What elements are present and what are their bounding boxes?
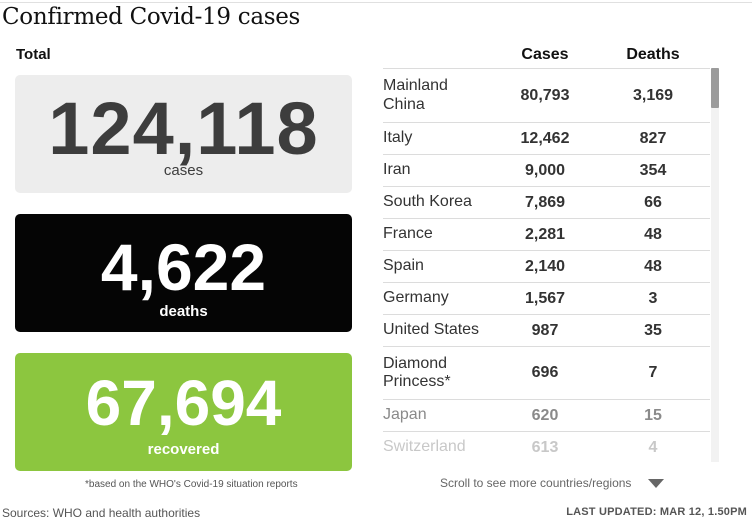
country-cases: 12,462: [520, 129, 570, 147]
country-name: Germany: [383, 289, 449, 307]
table-row: Mainland China 80,793 3,169: [383, 68, 710, 122]
table-scrollbar[interactable]: [711, 68, 719, 462]
country-cases: 1,567: [524, 289, 566, 307]
table-row: Iran 9,000 354: [383, 154, 710, 186]
country-name: Japan: [383, 406, 427, 424]
cases-total-card: 124,118 cases: [15, 75, 352, 193]
country-name: Mainland China: [383, 77, 448, 113]
table-row: Spain 2,140 48: [383, 250, 710, 282]
table-row: United States 987 35: [383, 314, 710, 346]
recovered-total-value: 67,694: [85, 367, 282, 439]
country-deaths: 7: [648, 364, 658, 381]
sources-note: Sources: WHO and health authorities: [2, 506, 201, 520]
last-updated: LAST UPDATED: MAR 12, 1.50PM: [566, 506, 747, 518]
recovered-total-caption: recovered: [147, 441, 220, 458]
country-cases: 9,000: [524, 161, 566, 179]
deaths-total-card: 4,622 deaths: [15, 214, 352, 332]
cases-total-value: 124,118: [48, 87, 319, 170]
country-cases: 7,869: [524, 193, 566, 211]
recovered-total-card: 67,694 recovered: [15, 353, 352, 471]
country-name: France: [383, 225, 433, 243]
country-name: Spain: [383, 257, 424, 275]
country-deaths: 66: [644, 193, 662, 211]
deaths-total-value: 4,622: [100, 230, 267, 304]
country-deaths: 35: [644, 321, 662, 339]
country-cases: 620: [531, 406, 559, 424]
page-title: Confirmed Covid-19 cases: [2, 4, 301, 30]
table-row: France 2,281 48: [383, 218, 710, 250]
deaths-column-header: Deaths: [626, 46, 680, 63]
table-row: Italy 12,462 827: [383, 122, 710, 154]
cases-total-caption: cases: [163, 162, 204, 179]
deaths-total-caption: deaths: [159, 303, 208, 320]
country-name: United States: [383, 321, 480, 339]
country-deaths: 354: [639, 161, 667, 179]
country-cases: 2,140: [524, 257, 566, 275]
country-cases: 80,793: [520, 86, 570, 104]
country-cases: 696: [531, 364, 559, 381]
scrollbar-thumb[interactable]: [711, 68, 719, 108]
country-deaths: 827: [639, 129, 667, 147]
country-deaths: 48: [644, 257, 662, 275]
country-name: South Korea: [383, 193, 472, 211]
table-row: Germany 1,567 3: [383, 282, 710, 314]
country-table[interactable]: Mainland China 80,793 3,169 Italy 12,462…: [383, 66, 721, 462]
country-name: Italy: [383, 129, 413, 147]
total-label: Total: [16, 46, 51, 63]
country-deaths: 3,169: [632, 86, 674, 104]
country-deaths: 4: [648, 438, 658, 456]
table-row: South Korea 7,869 66: [383, 186, 710, 218]
country-name: Switzerland: [383, 438, 466, 456]
country-cases: 2,281: [524, 225, 566, 243]
scroll-hint: Scroll to see more countries/regions: [440, 476, 632, 490]
chevron-down-icon[interactable]: [648, 479, 664, 488]
who-footnote: *based on the WHO's Covid-19 situation r…: [85, 479, 298, 490]
country-cases: 987: [531, 321, 559, 339]
country-deaths: 48: [644, 225, 662, 243]
cases-column-header: Cases: [521, 46, 569, 63]
country-name: Diamond Princess*: [383, 354, 451, 390]
country-deaths: 3: [648, 289, 658, 307]
country-cases: 613: [531, 438, 559, 456]
table-row: Diamond Princess* 696 7: [383, 346, 710, 399]
table-row: Switzerland 613 4: [383, 431, 710, 462]
country-name: Iran: [383, 161, 411, 179]
top-divider: [0, 2, 752, 3]
country-deaths: 15: [644, 406, 662, 424]
table-row: Japan 620 15: [383, 399, 710, 431]
